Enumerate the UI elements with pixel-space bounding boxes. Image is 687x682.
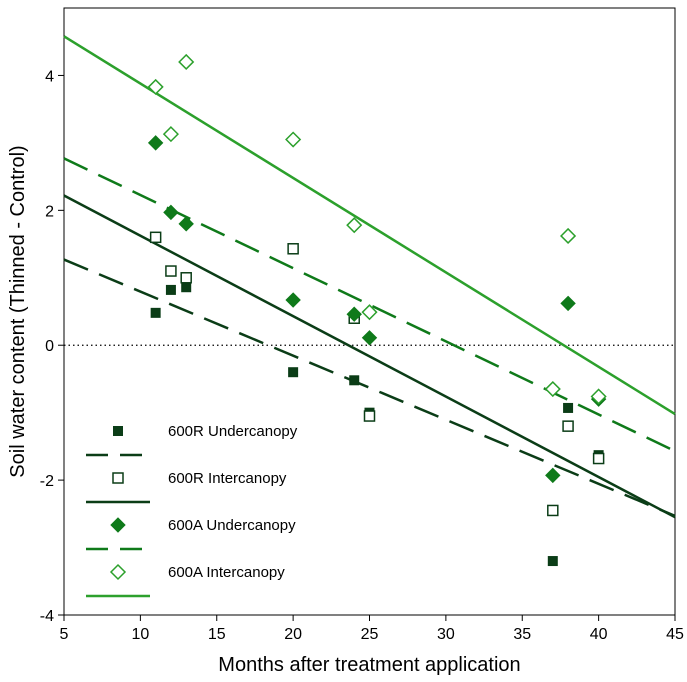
point-series-4 [544, 381, 561, 398]
point-series-2 [287, 243, 299, 255]
point-series-1 [165, 284, 176, 295]
point-series-2 [165, 265, 177, 277]
y-tick-label: -4 [40, 608, 54, 625]
point-series-4 [178, 53, 195, 71]
point-series-4 [346, 217, 363, 234]
legend-label-1: 600R Undercanopy [168, 423, 298, 440]
x-axis-title: Months after treatment application [218, 654, 520, 676]
x-tick-label: 30 [437, 626, 455, 643]
point-series-2 [180, 272, 192, 284]
point-series-1 [150, 307, 161, 318]
fit-line-series-1 [63, 258, 676, 518]
point-series-4 [285, 131, 302, 148]
fit-line-series-2 [63, 194, 676, 519]
point-series-1 [547, 556, 558, 567]
legend-marker-2 [112, 472, 124, 484]
point-series-2 [149, 231, 162, 244]
fit-line-series-4 [63, 35, 676, 416]
x-tick-label: 10 [131, 626, 149, 643]
point-series-3 [163, 204, 179, 221]
point-series-4 [590, 388, 607, 405]
legend: 600R Undercanopy 600R Intercanopy 600A Und… [86, 423, 298, 598]
x-tick-label: 20 [284, 626, 302, 643]
y-axis-title: Soil water content (Thinned - Control) [7, 145, 29, 477]
point-series-3 [560, 295, 576, 312]
x-tick-label: 25 [361, 626, 379, 643]
x-tick-label: 5 [60, 626, 69, 643]
point-series-3 [147, 135, 164, 151]
point-series-2 [592, 452, 605, 465]
y-tick-label: -2 [40, 473, 54, 490]
point-series-3 [545, 467, 561, 484]
x-tick-label: 40 [590, 626, 608, 643]
legend-marker-4 [109, 563, 127, 581]
point-series-4 [560, 227, 577, 245]
y-axis-ticks: -4 -2 0 2 4 [40, 68, 64, 625]
legend-label-2: 600R Intercanopy [168, 470, 287, 487]
fit-lines [63, 35, 676, 519]
point-series-4 [361, 304, 378, 321]
y-tick-label: 4 [45, 68, 54, 85]
legend-label-3: 600A Undercanopy [168, 517, 296, 534]
point-series-1 [288, 367, 299, 378]
point-series-2 [547, 504, 559, 517]
point-series-3 [285, 292, 301, 308]
x-tick-label: 35 [513, 626, 531, 643]
point-series-4 [162, 126, 179, 143]
legend-marker-3 [110, 517, 126, 533]
point-series-3 [361, 330, 378, 346]
point-series-2 [363, 410, 376, 422]
x-tick-label: 15 [208, 626, 226, 643]
point-series-3 [178, 216, 194, 232]
legend-marker-1 [113, 426, 123, 436]
data-points [147, 53, 607, 567]
legend-label-4: 600A Intercanopy [168, 564, 285, 581]
point-series-3 [346, 306, 362, 322]
point-series-1 [181, 282, 192, 293]
point-series-2 [562, 420, 574, 432]
point-series-1 [349, 375, 360, 386]
y-tick-label: 2 [45, 203, 54, 220]
x-tick-label: 45 [666, 626, 684, 643]
point-series-4 [147, 78, 164, 95]
y-tick-label: 0 [45, 338, 54, 355]
x-axis-ticks: 5 10 15 20 25 30 35 40 45 [60, 615, 684, 643]
point-series-1 [563, 402, 574, 413]
